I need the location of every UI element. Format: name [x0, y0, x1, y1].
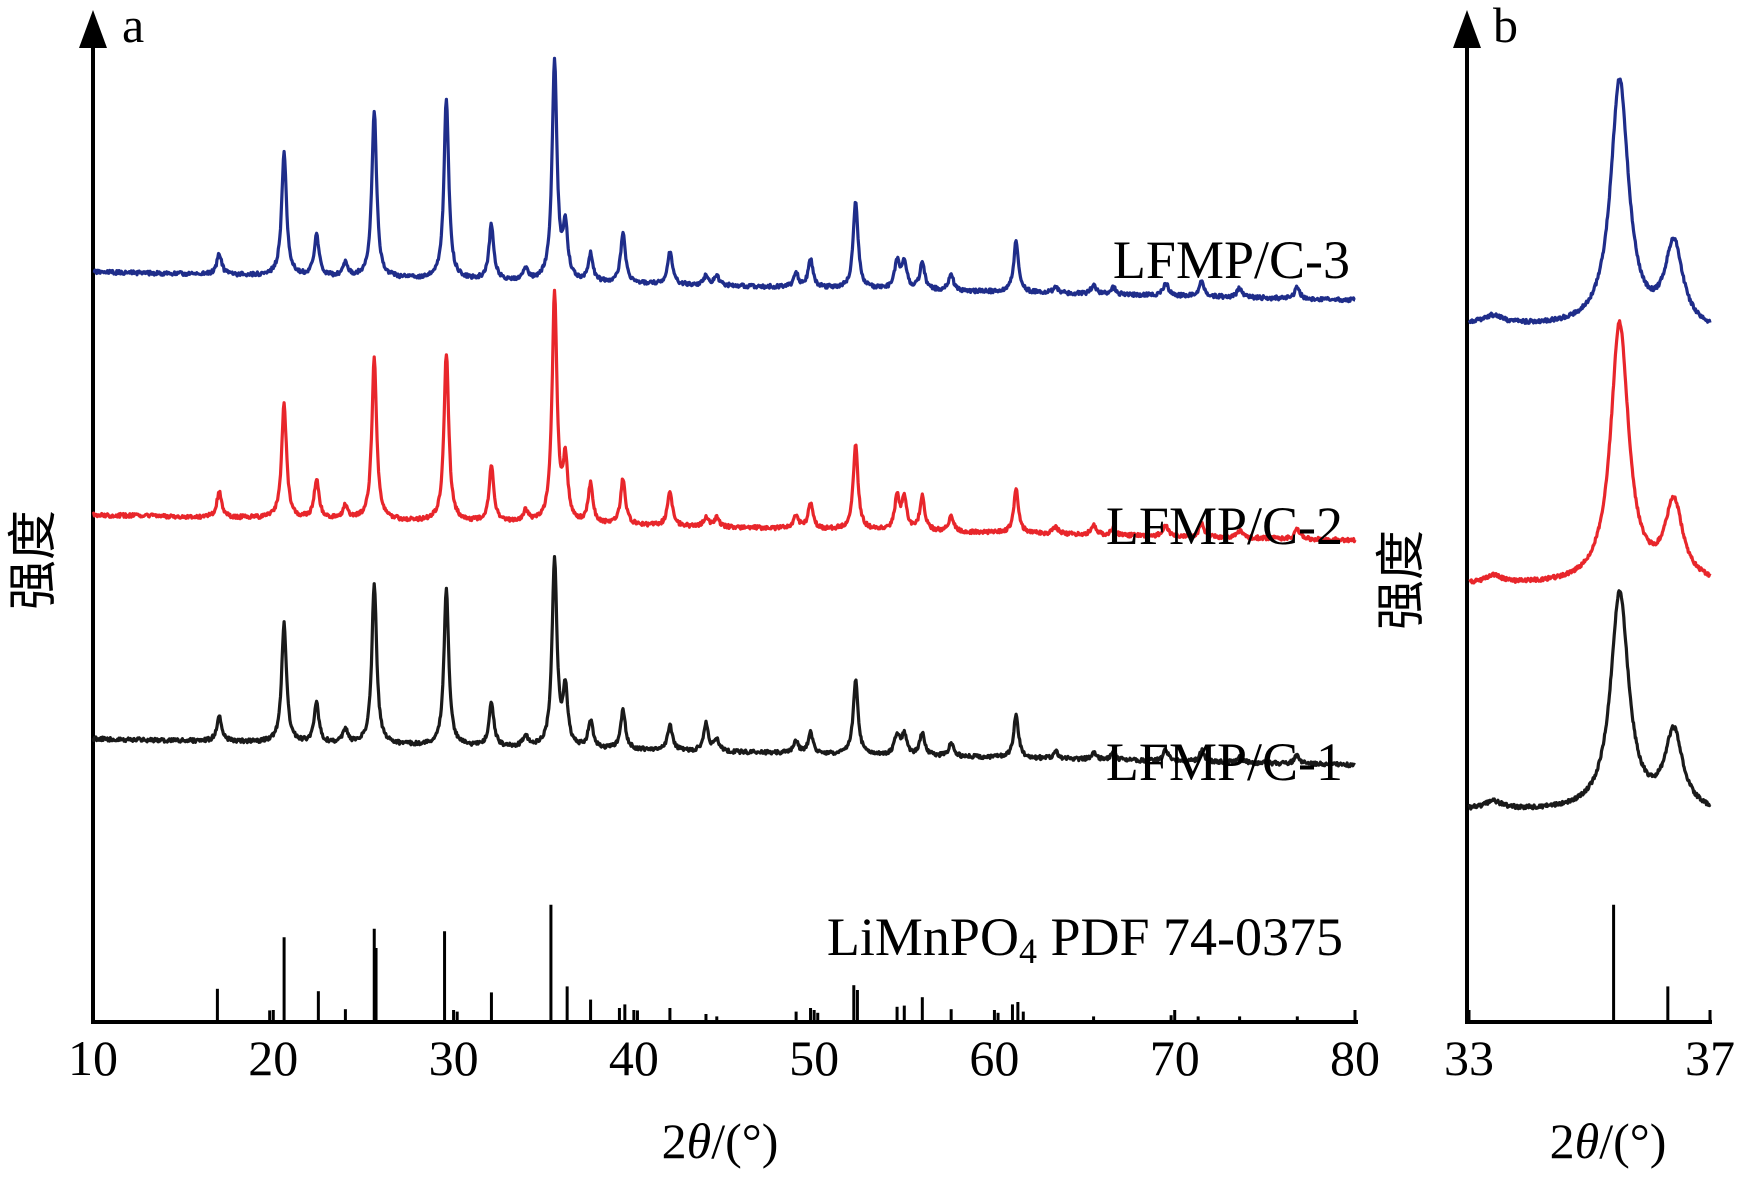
x-title-theta: θ: [1575, 1113, 1600, 1169]
panel-b: 33 37 b 强度 2θ/(°): [1372, 0, 1735, 1169]
reference-label: LiMnPO4 PDF 74-0375: [827, 907, 1343, 971]
series-label-lfmp-c-3: LFMP/C-3: [1113, 230, 1350, 290]
panel-a-label: a: [122, 0, 144, 53]
reference-label-formula: LiMnPO: [827, 907, 1019, 967]
panel-b-x-title: 2θ/(°): [1550, 1113, 1667, 1169]
panel-a-traces: [91, 56, 1357, 769]
panel-b-y-label: 强度: [1372, 530, 1430, 630]
x-tick-label: 10: [68, 1030, 118, 1086]
x-tick-label: 60: [969, 1030, 1019, 1086]
x-tick-label: 50: [789, 1030, 839, 1086]
panel-b-traces: [1467, 77, 1712, 811]
x-title-suffix: /(°): [1599, 1113, 1666, 1169]
panel-a-y-label: 强度: [4, 510, 62, 610]
x-tick-label: 37: [1685, 1030, 1735, 1086]
panel-a-x-ticks: 10 20 30 40 50 60 70 80: [68, 1010, 1380, 1086]
x-tick-label: 40: [609, 1030, 659, 1086]
x-tick-label: 30: [429, 1030, 479, 1086]
x-tick-label: 80: [1330, 1030, 1380, 1086]
x-tick-label: 70: [1150, 1030, 1200, 1086]
reference-label-subscript: 4: [1019, 931, 1037, 971]
trace-lfmp-c-2: [1468, 319, 1712, 585]
reference-label-pdf: PDF 74-0375: [1037, 907, 1343, 967]
trace-lfmp-c-1: [91, 555, 1356, 769]
panel-b-reference-lines: [1612, 904, 1670, 1020]
panel-a: 10 20 30 40 50 60 70 80 a LFMP/C-3 LFMP/C-2 LFM…: [4, 0, 1380, 1169]
panel-a-y-axis-arrow: [79, 10, 107, 48]
x-title-theta: θ: [687, 1113, 712, 1169]
panel-b-label: b: [1493, 0, 1518, 53]
series-label-lfmp-c-2: LFMP/C-2: [1106, 496, 1343, 556]
trace-lfmp-c-1: [1467, 589, 1712, 811]
panel-a-reference-lines: [215, 904, 1299, 1020]
x-tick-label: 33: [1444, 1030, 1494, 1086]
panel-a-x-title: 2θ/(°): [662, 1113, 779, 1169]
x-title-prefix: 2: [1550, 1113, 1575, 1169]
trace-lfmp-c-3: [1467, 77, 1712, 325]
trace-lfmp-c-3: [92, 56, 1356, 304]
x-title-prefix: 2: [662, 1113, 687, 1169]
series-label-lfmp-c-1: LFMP/C-1: [1106, 732, 1343, 792]
x-tick-label: 20: [248, 1030, 298, 1086]
panel-b-x-ticks: 33 37: [1444, 1010, 1735, 1086]
panel-b-y-axis-arrow: [1453, 10, 1481, 48]
x-title-suffix: /(°): [711, 1113, 778, 1169]
trace-lfmp-c-2: [91, 288, 1357, 544]
